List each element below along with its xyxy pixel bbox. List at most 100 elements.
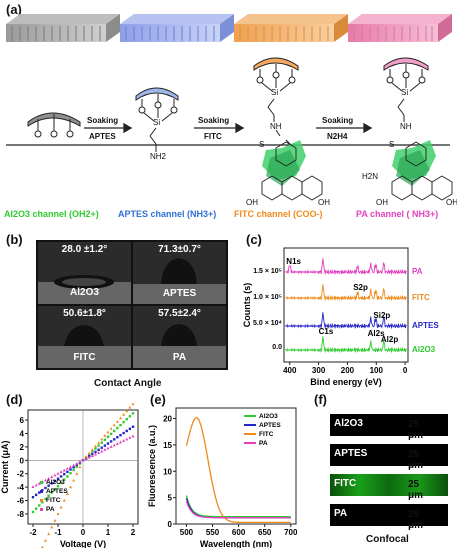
iv-ytick-label: -4 [17, 483, 25, 492]
iv-point [41, 545, 44, 548]
iv-point [97, 444, 100, 447]
iv-point [31, 485, 35, 489]
iv-point [63, 472, 66, 476]
iv-point [65, 492, 69, 495]
iv-point [115, 442, 119, 445]
xps-chart: 400 300 200 100 0 1.5 × 10⁵ 1.0 × 10⁵ 5.0 × 10⁴… [242, 247, 439, 387]
iv-point [91, 452, 94, 456]
xps-ytick-label: 0.0 [272, 344, 282, 351]
iv-point [56, 512, 60, 516]
xps-ytick-label: 1.5 × 10⁵ [253, 268, 282, 275]
iv-point [53, 479, 57, 483]
pa-nh: NH [400, 122, 412, 131]
iv-point [50, 525, 54, 529]
iv-legend-marker [40, 499, 43, 502]
iv-point [122, 412, 126, 416]
membrane-pa [348, 14, 452, 42]
iv-xtick-label: 1 [106, 528, 111, 537]
fluorescence-chart: 500 550 600 650 700 20 15 10 5 0 Wavelength (nm) Fl… [147, 407, 298, 548]
iv-point [112, 423, 116, 427]
fl-ytick-label: 20 [163, 415, 172, 424]
iv-point [59, 470, 63, 474]
iv-legend-label: FITC [46, 497, 61, 504]
panel-c-label: (c) [246, 232, 262, 247]
iv-point [106, 442, 110, 445]
fl-ytick-label: 10 [163, 467, 172, 476]
pa-fluorophore [391, 140, 453, 201]
iv-point [97, 451, 101, 454]
fl-xtick-label: 650 [258, 528, 272, 537]
ca-label-fitc: FITC [73, 352, 96, 363]
iv-legend-label: Al2O3 [46, 479, 65, 486]
iv-point [38, 491, 41, 494]
xps-xtick-label: 400 [283, 366, 297, 375]
xps-series-line [285, 284, 407, 302]
iv-point [106, 435, 110, 439]
reaction-arrows [84, 122, 373, 134]
iv-xtick-label: -2 [29, 528, 37, 537]
channel-label-aptes: APTES channel (NH3+) [118, 209, 217, 219]
iv-ytick-label: 4 [20, 429, 25, 438]
xps-series-line [285, 336, 407, 354]
aptes-si: Si [153, 118, 161, 127]
iv-point [87, 455, 91, 459]
iv-point [44, 486, 47, 490]
fl-series-line [185, 501, 291, 519]
iv-point [116, 436, 119, 439]
iv-point [122, 439, 126, 442]
iv-point [116, 426, 119, 430]
iv-point [72, 478, 76, 482]
iv-ytick-label: 6 [20, 416, 25, 425]
fl-series-line [185, 416, 291, 524]
iv-point [78, 460, 82, 464]
iv-point [100, 449, 104, 453]
fl-xtick-label: 500 [180, 528, 194, 537]
iv-point [38, 504, 41, 507]
iv-legend-label: APTES [46, 488, 68, 495]
xps-peak-al2p: Al2p [381, 335, 398, 344]
panel-f-label: (f) [314, 392, 327, 407]
iv-point [47, 484, 50, 487]
iv-point [75, 472, 79, 475]
iv-legend-marker [40, 490, 43, 493]
iv-legend-marker [40, 508, 43, 511]
channel-label-fitc: FITC channel (COO-) [234, 209, 323, 219]
iv-point [128, 405, 132, 409]
iv-point [103, 448, 107, 451]
iv-point [62, 468, 66, 472]
channel-label-pa: PA channel ( NH3+) [356, 209, 439, 219]
iv-point [119, 416, 122, 420]
iv-point [31, 510, 35, 514]
iv-chart: -2 -1 0 1 2 6 4 2 0 -2 -4 -6 -8 Voltage (V) Current (μ… [0, 402, 139, 548]
xps-xlabel: Bind energy (eV) [310, 377, 382, 387]
iv-point [69, 465, 72, 469]
iv-point [113, 438, 116, 441]
step1-label-2: APTES [89, 132, 116, 141]
fl-legend-label: PA [259, 440, 268, 447]
iv-point [53, 473, 57, 477]
iv-point [90, 448, 94, 451]
iv-point [72, 463, 76, 467]
iv-point [106, 446, 110, 450]
ca-label-al2o3: Al2O3 [70, 287, 99, 298]
confocal-size-aptes: 25 μm [408, 449, 424, 471]
xps-ylabel: Counts (s) [242, 283, 252, 328]
iv-point [44, 497, 47, 501]
confocal-image-pa: PA [330, 504, 448, 526]
pa-s: S [389, 140, 395, 149]
iv-point [115, 419, 119, 423]
iv-point [56, 477, 60, 480]
iv-point [100, 446, 103, 449]
fl-legend-label: Al2O3 [259, 413, 278, 420]
iv-point [44, 478, 47, 482]
iv-xtick-label: 0 [81, 528, 86, 537]
iv-point [97, 441, 101, 444]
ca-value-al2o3: 28.0 ±1.2° [61, 244, 108, 255]
fl-plot-frame [175, 407, 297, 525]
confocal-image-al2o3: Al2O3 [330, 414, 448, 436]
iv-point [50, 491, 53, 494]
fl-series-line [185, 495, 291, 518]
iv-point [106, 430, 110, 434]
fl-xtick-label: 700 [284, 528, 298, 537]
xps-series-label: APTES [412, 321, 439, 330]
